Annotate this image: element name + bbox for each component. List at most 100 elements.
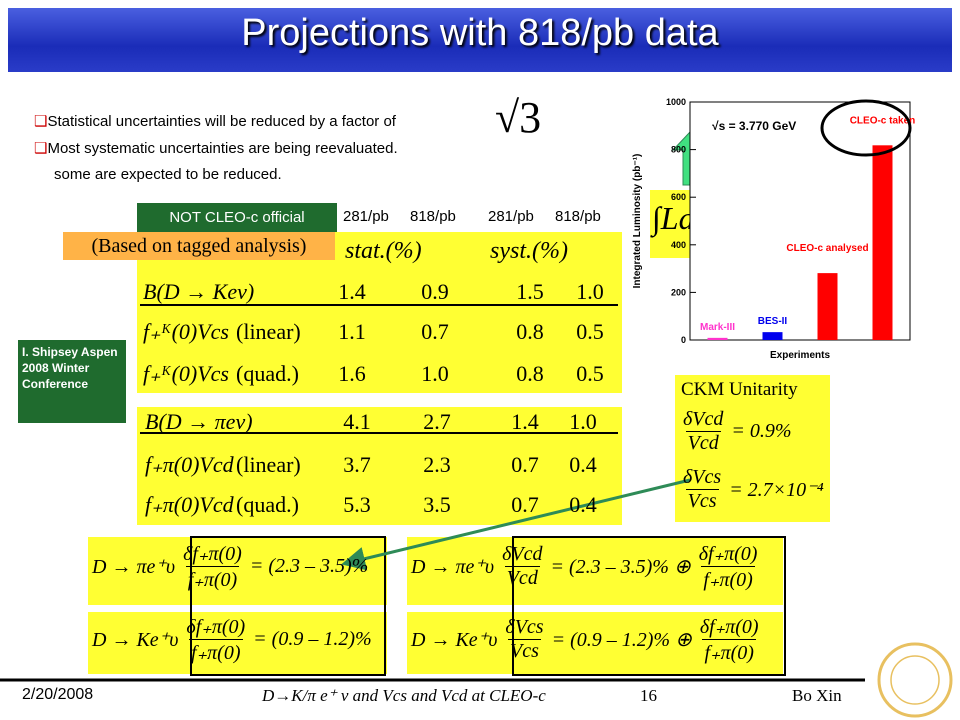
- table-cell: 1.4: [511, 409, 539, 434]
- bar-label: Mark-III: [700, 322, 735, 333]
- title-bar: [8, 8, 952, 72]
- fraction: δVcs Vcs: [505, 616, 543, 663]
- denominator: Vcd: [504, 566, 540, 589]
- numerator: δf₊π(0): [186, 616, 246, 638]
- y-tick-label: 0: [681, 335, 686, 345]
- table-cell: 0.7: [421, 319, 449, 344]
- bar: [872, 145, 893, 340]
- table-cell: 4.1: [343, 409, 371, 434]
- row-label: f₊ᴷ(0)Vcs: [143, 319, 229, 344]
- source-note: I. Shipsey Aspen 2008 Winter Conference: [18, 340, 126, 423]
- fraction: δVcd Vcd: [683, 408, 723, 455]
- table-cell: 3.7: [343, 452, 371, 477]
- table-cell: 5.3: [343, 492, 371, 517]
- ckm-box: [675, 375, 830, 522]
- table-cell: 0.4: [569, 492, 597, 517]
- formula: D → πe⁺υ δVcd Vcd = (2.3 – 3.5)% ⊕ δf₊π(0) f₊…: [411, 541, 757, 592]
- ckm-title: CKM Unitarity: [681, 379, 798, 400]
- table-cell: 0.9: [421, 279, 449, 304]
- bar: [762, 332, 783, 340]
- column-header: 281/pb: [488, 208, 534, 225]
- footer-author: Bo Xin: [792, 686, 842, 705]
- stat-header: stat.(%): [345, 238, 422, 264]
- formula-text: = 0.9%: [731, 420, 792, 442]
- table-cell: 0.7: [511, 452, 539, 477]
- bar-label: CLEO-c taken: [850, 115, 916, 126]
- numerator: δf₊π(0): [698, 543, 758, 565]
- denominator: Vcs: [685, 489, 719, 512]
- syst-header: syst.(%): [490, 238, 568, 264]
- fraction: δf₊π(0) f₊π(0): [700, 614, 759, 665]
- formula: D → Ke⁺υ δf₊π(0) f₊π(0) = (0.9 – 1.2)%: [92, 614, 372, 665]
- numerator: δf₊π(0): [183, 543, 242, 565]
- table-cell: 1.4: [338, 279, 366, 304]
- denominator: Vcs: [508, 639, 541, 662]
- row-qualifier: (linear): [236, 452, 301, 477]
- row-rule: [140, 304, 618, 306]
- formula-text: = (2.3 – 3.5)% ⊕: [550, 556, 691, 578]
- formula-text: = (2.3 – 3.5)%: [249, 555, 369, 577]
- formula-text: D → Ke⁺υ: [411, 629, 498, 651]
- denominator: Vcd: [685, 431, 721, 454]
- column-header: 818/pb: [555, 208, 601, 225]
- fraction: δf₊π(0) f₊π(0): [186, 614, 245, 665]
- table-pi: [137, 407, 622, 525]
- seal: [877, 642, 953, 718]
- row-label: f₊π(0)Vcd: [145, 492, 234, 517]
- row-qualifier: (linear): [236, 319, 301, 344]
- y-tick-label: 1000: [666, 97, 686, 107]
- table-cell: 0.5: [576, 319, 604, 344]
- frame: [190, 536, 386, 676]
- table-cell: 0.5: [576, 361, 604, 386]
- official-note: NOT CLEO-c official: [137, 203, 337, 232]
- formula-text: = 2.7×10⁻⁴: [729, 479, 824, 501]
- denominator: f₊π(0): [189, 639, 243, 665]
- numerator: δVcd: [502, 543, 543, 565]
- y-tick-label: 600: [671, 192, 686, 202]
- tagged-note: (Based on tagged analysis): [63, 232, 335, 260]
- y-axis-label: Integrated Luminosity (pb⁻¹): [632, 154, 643, 289]
- table-cell: 0.8: [516, 319, 544, 344]
- table-cell: 0.8: [516, 361, 544, 386]
- numerator: δVcd: [683, 408, 724, 430]
- footer-topic: D→K/π e⁺ ν and Vcs and Vcd at CLEO-c: [262, 686, 546, 705]
- formula-text: = (0.9 – 1.2)%: [253, 628, 372, 650]
- numerator: δf₊π(0): [699, 616, 759, 638]
- table-cell: 1.0: [421, 361, 449, 386]
- bullet-text: Most systematic uncertainties are being …: [47, 140, 398, 157]
- formula-text: D → πe⁺υ: [411, 556, 495, 578]
- bar: [707, 337, 728, 340]
- formula-text: D → Ke⁺υ: [92, 629, 179, 651]
- row-qualifier: (quad.): [236, 492, 299, 517]
- formula-block: [407, 537, 783, 605]
- table-cell: 1.0: [576, 279, 604, 304]
- table-cell: 3.5: [423, 492, 451, 517]
- fraction: δVcd Vcd: [502, 543, 542, 590]
- denominator: f₊π(0): [701, 566, 755, 592]
- table-cell: 1.5: [516, 279, 544, 304]
- formula-block: [88, 612, 387, 674]
- formula-text: = (0.9 – 1.2)% ⊕: [551, 629, 692, 651]
- bar: [817, 273, 838, 340]
- formula-block: [88, 537, 387, 605]
- bullet: ❑Most systematic uncertainties are being…: [34, 140, 398, 157]
- numerator: δVcs: [683, 466, 722, 488]
- footer-page: 16: [640, 686, 657, 705]
- frame: [512, 536, 786, 676]
- footer-date: 2/20/2008: [22, 686, 94, 703]
- bullet-text: some are expected to be reduced.: [54, 166, 282, 183]
- row-label: B(D → Keν): [143, 279, 255, 304]
- sqrt-factor: √3: [495, 93, 542, 142]
- formula: D → Ke⁺υ δVcs Vcs = (0.9 – 1.2)% ⊕ δf₊π(0) f₊…: [411, 614, 759, 665]
- x-axis-label: Experiments: [770, 350, 830, 361]
- table-cell: 2.7: [423, 409, 451, 434]
- annotation: √s = 3.770 GeV: [712, 119, 796, 133]
- fraction: δf₊π(0) f₊π(0): [183, 541, 242, 592]
- fraction: δf₊π(0) f₊π(0): [699, 541, 758, 592]
- formula: δVcs Vcs = 2.7×10⁻⁴: [683, 466, 824, 513]
- table-cell: 1.0: [569, 409, 597, 434]
- y-tick-label: 200: [671, 287, 686, 297]
- formula-block: [407, 612, 783, 674]
